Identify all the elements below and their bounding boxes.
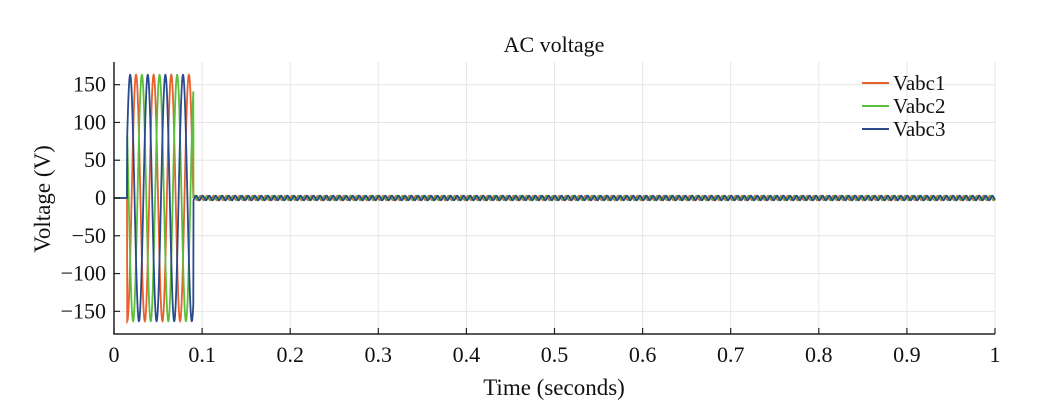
x-tick-label: 0.4 [453,342,481,367]
x-tick-label: 0.9 [893,342,921,367]
x-tick-label: 0.3 [365,342,393,367]
legend-label-vabc1: Vabc1 [893,71,945,95]
y-tick-label: 100 [73,109,106,134]
legend: Vabc1 Vabc2 Vabc3 [862,71,945,141]
y-tick-label: 150 [73,72,106,97]
x-tick-label: 0.2 [276,342,304,367]
axes [113,62,996,335]
series-lines [114,73,996,325]
x-tick-label: 0 [109,342,120,367]
y-tick-label: 50 [84,147,106,172]
tick-labels: 0 0.1 0.2 0.3 0.4 0.5 0.6 0.7 0.8 0.9 1 150 100 50 0 −5… [61,72,1001,367]
legend-label-vabc3: Vabc3 [893,117,945,141]
x-tick-label: 0.8 [805,342,833,367]
legend-label-vabc2: Vabc2 [893,94,945,118]
x-tick-label: 0.7 [717,342,745,367]
x-tick-label: 1 [990,342,1001,367]
x-tick-label: 0.6 [629,342,657,367]
y-tick-label: −100 [61,261,106,286]
x-tick-label: 0.5 [541,342,569,367]
x-tick-label: 0.1 [188,342,216,367]
y-tick-label: 0 [95,185,106,210]
series-line-vabc3 [114,73,996,323]
x-axis-label: Time (seconds) [483,375,625,400]
chart-title: AC voltage [504,32,605,57]
y-tick-label: −50 [72,223,106,248]
y-axis-label: Voltage (V) [30,145,55,253]
y-tick-label: −150 [61,298,106,323]
